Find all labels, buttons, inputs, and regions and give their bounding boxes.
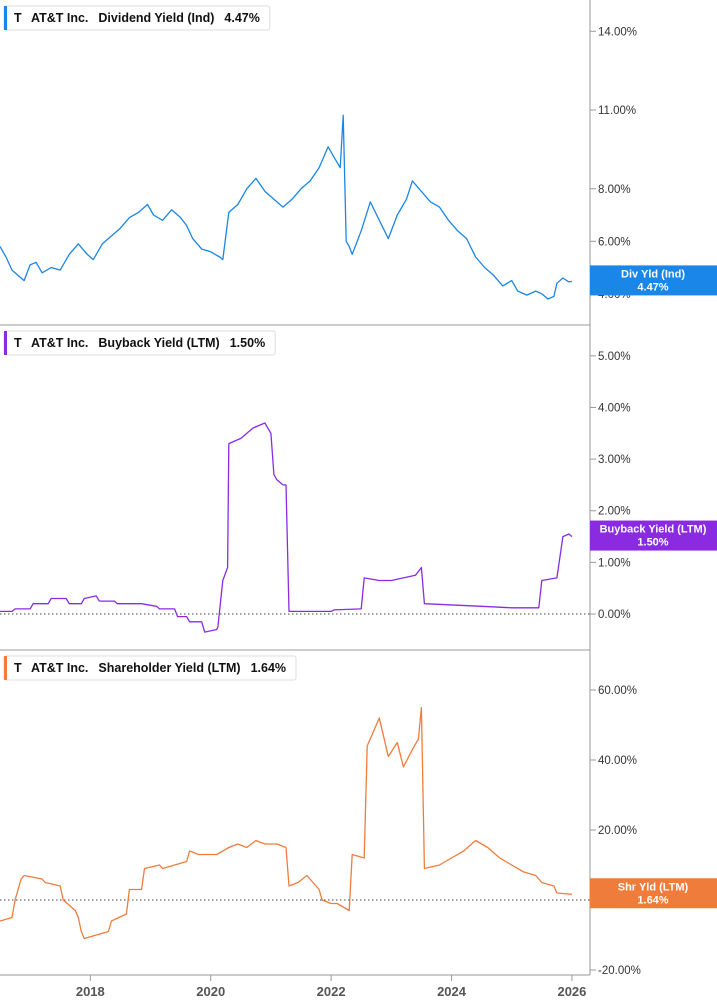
panel-2: 0.00% 1.00% 2.00% 3.00% 4.00% 5.00% T AT&T Inc.…	[0, 330, 717, 633]
series-line	[0, 114, 573, 300]
y-tick-label: 40.00%	[598, 755, 637, 767]
y-tick-label: 5.00%	[598, 351, 631, 363]
value-badge-value: 4.47%	[637, 281, 668, 293]
y-tick-label: 1.00%	[598, 557, 631, 569]
value-badge: Div Yld (Ind)4.47%	[590, 265, 717, 296]
y-tick-label: 60.00%	[598, 685, 637, 697]
series-line	[0, 706, 572, 940]
legend-company: AT&T Inc.	[31, 11, 88, 25]
chart-panels: 4.00% 6.00% 8.00% 11.00% 14.00% T AT&T Inc. Div…	[0, 5, 717, 977]
legend-value: 4.47%	[224, 11, 259, 25]
panel-3: -20.00%0.00%20.00%40.00%60.00%TAT&T Inc.…	[0, 655, 717, 977]
y-tick-label: 3.00%	[598, 454, 631, 466]
x-tick-label: 2022	[317, 984, 346, 999]
legend-value: 1.50%	[230, 336, 265, 350]
legend-color-bar	[4, 656, 7, 680]
legend[interactable]: T AT&T Inc. Shareholder Yield (LTM) 1.64%	[3, 655, 297, 681]
y-tick-label: 0.00%	[598, 609, 631, 621]
value-badge: Buyback Yield (LTM)1.50%	[590, 520, 717, 551]
y-tick-label: 6.00%	[598, 236, 631, 248]
value-badge-label: Shr Yld (LTM)	[618, 881, 689, 893]
value-badge-bg	[590, 878, 717, 909]
value-badge-value: 1.64%	[637, 894, 668, 906]
x-tick-label: 2020	[196, 984, 225, 999]
legend-ticker: T	[14, 661, 22, 675]
panel-1: 4.00%6.00%8.00%11.00%14.00%TAT&T Inc.Div…	[0, 5, 717, 301]
legend-company: AT&T Inc.	[31, 336, 88, 350]
legend-ticker: T	[14, 336, 22, 350]
value-badge: Shr Yld (LTM)1.64%	[590, 878, 717, 909]
value-badge-bg	[590, 265, 717, 296]
y-tick-label: 8.00%	[598, 184, 631, 196]
legend-metric: Dividend Yield (Ind)	[98, 11, 214, 25]
x-tick-label: 2026	[557, 984, 586, 999]
value-badge-bg	[590, 520, 717, 551]
legend-color-bar	[4, 6, 7, 30]
y-tick-label: 11.00%	[598, 105, 636, 117]
y-tick-label: 14.00%	[598, 26, 637, 38]
legend-metric: Shareholder Yield (LTM)	[98, 661, 240, 675]
value-badge-label: Buyback Yield (LTM)	[600, 524, 707, 536]
legend[interactable]: T AT&T Inc. Dividend Yield (Ind) 4.47%	[3, 5, 271, 31]
legend-ticker: T	[14, 11, 22, 25]
y-tick-label: 4.00%	[598, 402, 631, 414]
y-tick-label: 2.00%	[598, 506, 631, 518]
panel-frames	[0, 0, 591, 976]
x-axis: 2018 2020 2022 2024 2026	[76, 975, 586, 999]
legend[interactable]: T AT&T Inc. Buyback Yield (LTM) 1.50%	[3, 330, 276, 356]
y-tick-label: 20.00%	[598, 825, 637, 837]
x-tick-label: 2024	[437, 984, 467, 999]
y-tick-label: -20.00%	[598, 965, 641, 977]
legend-metric: Buyback Yield (LTM)	[98, 336, 219, 350]
legend-color-bar	[4, 331, 7, 355]
legend-value: 1.64%	[251, 661, 286, 675]
legend-company: AT&T Inc.	[31, 661, 88, 675]
value-badge-value: 1.50%	[637, 537, 668, 549]
x-tick-label: 2018	[76, 984, 105, 999]
value-badge-label: Div Yld (Ind)	[621, 268, 685, 280]
series-line	[0, 422, 573, 633]
